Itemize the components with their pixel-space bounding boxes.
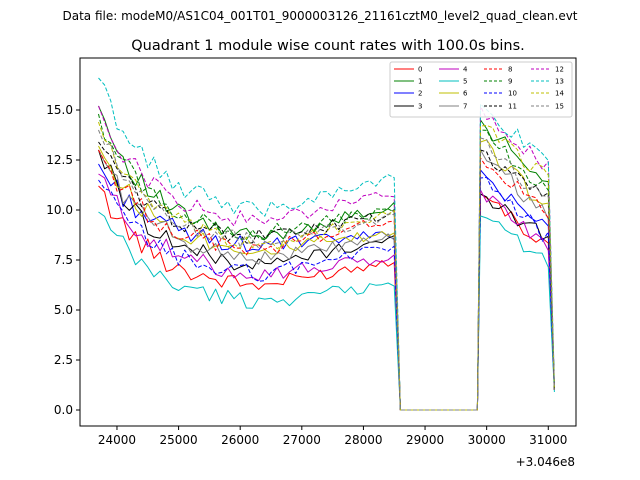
- legend-label-12: 12: [555, 66, 564, 74]
- y-tick-label: 15.0: [46, 103, 73, 117]
- legend-box: [389, 61, 573, 118]
- series-line-11: [98, 141, 555, 411]
- legend-label-7: 7: [463, 103, 467, 111]
- plot-series: [98, 77, 555, 411]
- legend-label-15: 15: [555, 103, 564, 111]
- x-tick-label: 30000: [468, 433, 506, 447]
- legend-label-5: 5: [463, 78, 467, 86]
- legend-label-0: 0: [418, 66, 422, 74]
- y-axis: 0.0 2.5 5.0 7.5 10.0 12.5 15.0: [46, 103, 80, 417]
- series-line-15: [98, 129, 555, 411]
- legend-label-14: 14: [555, 90, 564, 98]
- x-tick-label: 29000: [406, 433, 444, 447]
- y-tick-label: 5.0: [54, 303, 73, 317]
- x-tick-label: 26000: [221, 433, 259, 447]
- y-tick-label: 10.0: [46, 203, 73, 217]
- series-line-6: [98, 139, 555, 411]
- x-tick-label: 31000: [529, 433, 567, 447]
- series-line-10: [98, 176, 555, 411]
- y-tick-label: 7.5: [54, 253, 73, 267]
- x-tick-label: 28000: [344, 433, 382, 447]
- series-line-9: [98, 113, 555, 411]
- legend-label-10: 10: [508, 90, 517, 98]
- legend-label-6: 6: [463, 90, 468, 98]
- legend-label-1: 1: [418, 78, 422, 86]
- chart-title: Quadrant 1 module wise count rates with …: [131, 38, 525, 54]
- chart-suptitle: Data file: modeM0/AS1C04_001T01_90000031…: [62, 9, 577, 23]
- y-tick-label: 12.5: [46, 153, 73, 167]
- legend-label-13: 13: [555, 78, 564, 86]
- x-tick-label: 25000: [159, 433, 197, 447]
- x-tick-label: 27000: [283, 433, 321, 447]
- axes-frame: [79, 57, 577, 427]
- x-axis: 24000 25000 26000 27000 28000 29000 30000 31000: [98, 426, 567, 447]
- series-line-0: [98, 185, 555, 411]
- legend-label-4: 4: [463, 66, 468, 74]
- x-offset-label: +3.046e8: [516, 455, 575, 469]
- legend-label-2: 2: [418, 90, 422, 98]
- series-line-4: [98, 173, 555, 411]
- legend-label-11: 11: [508, 103, 517, 111]
- legend-label-9: 9: [508, 78, 512, 86]
- y-tick-label: 2.5: [54, 353, 73, 367]
- series-line-14: [98, 121, 555, 411]
- legend-label-8: 8: [508, 66, 512, 74]
- legend-label-3: 3: [418, 103, 422, 111]
- x-tick-label: 24000: [98, 433, 136, 447]
- y-tick-label: 0.0: [54, 403, 73, 417]
